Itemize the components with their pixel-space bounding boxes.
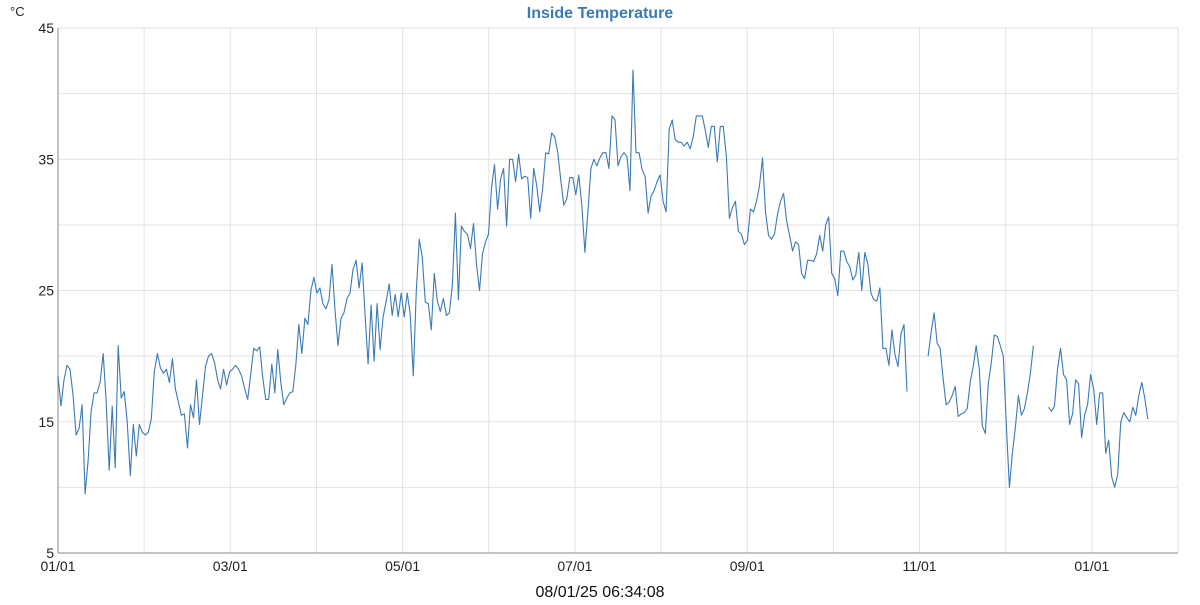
x-tick-label: 01/01 bbox=[1074, 558, 1109, 574]
grid bbox=[57, 27, 1179, 554]
x-tick-label: 03/01 bbox=[213, 558, 248, 574]
series-line bbox=[57, 69, 908, 495]
series-layer bbox=[57, 69, 1149, 495]
series-line bbox=[927, 312, 1034, 488]
x-tick-label: 07/01 bbox=[557, 558, 592, 574]
chart-title: Inside Temperature bbox=[527, 5, 674, 22]
y-axis-unit-label: °C bbox=[10, 4, 25, 19]
axes bbox=[57, 28, 1178, 554]
x-tick-label: 01/01 bbox=[40, 558, 75, 574]
y-tick-label: 25 bbox=[38, 283, 54, 299]
y-tick-label: 45 bbox=[38, 20, 54, 36]
x-tick-label: 09/01 bbox=[730, 558, 765, 574]
x-tick-label: 05/01 bbox=[385, 558, 420, 574]
y-tick-label: 5 bbox=[46, 545, 54, 561]
footer-timestamp: 08/01/25 06:34:08 bbox=[535, 584, 664, 600]
tick-labels: 5 15 25 35 45 01/01 03/01 05/01 07/01 09/01 11/01 0… bbox=[38, 20, 1109, 574]
y-tick-label: 35 bbox=[38, 151, 54, 167]
series-line bbox=[1048, 347, 1149, 488]
y-tick-label: 15 bbox=[38, 414, 54, 430]
x-tick-label: 11/01 bbox=[903, 558, 937, 574]
